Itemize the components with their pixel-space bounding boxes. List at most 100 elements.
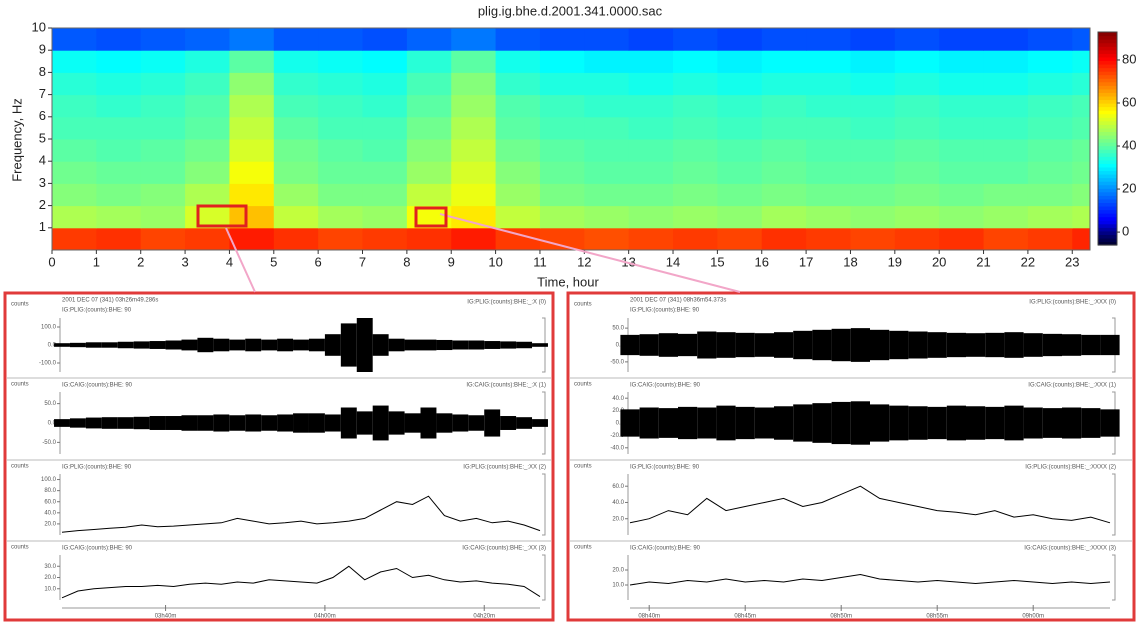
heat-cell	[628, 183, 674, 207]
spectrogram: 0 1 2 3 4 5 6 7 8 9 10 11 12 13 14 15 16 17 18 19 20 21 22 2312…	[32, 19, 1091, 269]
heat-cell	[96, 227, 142, 251]
heat-cell	[406, 183, 452, 207]
heat-cell	[894, 183, 940, 207]
waveform-envelope	[85, 342, 102, 348]
heat-cell	[362, 94, 408, 118]
waveform-envelope	[197, 415, 214, 431]
trace-name: IG:PLIG:(counts):BHE: 90	[62, 465, 132, 471]
waveform-envelope	[372, 334, 389, 356]
heat-cell	[318, 183, 364, 207]
heat-cell	[584, 94, 630, 118]
trace-channel: IG:PLIG:(counts):BHE:_:XX (2)	[463, 465, 546, 471]
waveform-envelope	[388, 411, 405, 435]
waveform-envelope	[889, 330, 909, 360]
heat-cell	[229, 139, 275, 162]
heat-cell	[273, 205, 319, 229]
waveform-envelope	[388, 338, 405, 352]
heat-cell	[406, 227, 452, 251]
waveform-envelope	[372, 405, 389, 441]
heat-cell	[185, 50, 230, 73]
heat-cell	[539, 161, 585, 184]
waveform-envelope	[149, 341, 166, 349]
heat-cell	[140, 116, 186, 140]
y-tick-label: 0.0	[616, 343, 625, 349]
heat-cell	[362, 161, 408, 184]
x-tick-label: 18	[843, 254, 857, 269]
x-tick-label: 22	[1021, 254, 1035, 269]
heat-cell	[761, 183, 807, 207]
colorbar-step	[1098, 32, 1117, 37]
trace-unit: counts	[11, 545, 29, 551]
connector	[225, 227, 256, 293]
x-tick-label: 6	[315, 254, 322, 269]
waveform-envelope	[245, 414, 262, 432]
colorbar-step	[1098, 71, 1117, 76]
y-tick-label: 100.0	[41, 477, 57, 483]
y-tick-label: 40.0	[612, 396, 624, 402]
colorbar-tick-label: 0	[1122, 224, 1129, 239]
waveform-envelope	[229, 415, 246, 431]
heat-cell	[406, 205, 452, 229]
heat-cell	[451, 28, 497, 51]
colorbar-step	[1098, 213, 1117, 218]
heat-cell	[406, 28, 452, 51]
heat-cell	[495, 50, 541, 73]
waveform-envelope	[197, 337, 214, 353]
colorbar-step	[1098, 230, 1117, 235]
waveform-envelope	[69, 342, 86, 348]
heat-cell	[1072, 227, 1091, 251]
y-tick-label: -100.0	[39, 361, 57, 367]
waveform-envelope	[850, 401, 870, 445]
heat-cell	[850, 161, 896, 184]
waveform-envelope	[420, 407, 437, 439]
colorbar-step	[1098, 142, 1117, 147]
waveform-envelope	[774, 406, 794, 440]
heat-cell	[140, 205, 186, 229]
x-tick-label: 7	[359, 254, 366, 269]
waveform-envelope	[1004, 332, 1024, 358]
y-tick-label: 20.0	[612, 516, 624, 522]
heat-cell	[495, 28, 541, 51]
colorbar-step	[1098, 163, 1117, 168]
waveform-envelope	[213, 414, 230, 432]
heat-cell	[318, 50, 364, 73]
y-tick-label: 20.0	[44, 521, 56, 527]
x-tick-label: 9	[448, 254, 455, 269]
heat-cell	[717, 50, 763, 73]
waveform-envelope	[1042, 408, 1062, 438]
colorbar-step	[1098, 103, 1117, 108]
waveform-envelope	[500, 341, 517, 349]
heat-cell	[894, 28, 940, 51]
colorbar-step	[1098, 42, 1117, 47]
waveform-envelope	[850, 328, 870, 362]
heat-cell	[96, 139, 142, 162]
heat-cell	[229, 94, 275, 118]
heat-cell	[628, 72, 674, 96]
colorbar-tick-label: 40	[1122, 137, 1136, 152]
waveform-envelope	[117, 417, 134, 429]
colorbar-step	[1098, 46, 1117, 51]
waveform-envelope	[133, 416, 150, 430]
colorbar-step	[1098, 53, 1117, 58]
heat-cell	[140, 72, 186, 96]
waveform-envelope	[831, 401, 851, 445]
trace-channel: IG:PLIG:(counts):BHE:_:XXXX (2)	[1025, 465, 1116, 471]
heat-cell	[318, 94, 364, 118]
waveform-envelope	[1004, 405, 1024, 441]
waveform-envelope	[149, 416, 166, 430]
x-tick-label: 08h40m	[638, 614, 660, 620]
trace-name: IG:CAIG:(counts):BHE: 90	[62, 546, 133, 552]
trace-name: IG:CAIG:(counts):BHE: 90	[630, 383, 701, 389]
colorbar-tick-label: 80	[1122, 51, 1136, 66]
trace-unit: counts	[11, 382, 29, 388]
colorbar-step	[1098, 209, 1117, 214]
heat-cell	[939, 116, 985, 140]
heat-cell	[52, 28, 97, 51]
waveform-envelope	[532, 419, 548, 427]
heat-cell	[318, 116, 364, 140]
waveform-envelope	[774, 332, 794, 358]
y-tick-label: 20.0	[612, 568, 624, 574]
colorbar-step	[1098, 149, 1117, 154]
trace-name: IG:PLIG:(counts):BHE: 90	[630, 465, 700, 471]
waveform-envelope	[484, 409, 501, 437]
